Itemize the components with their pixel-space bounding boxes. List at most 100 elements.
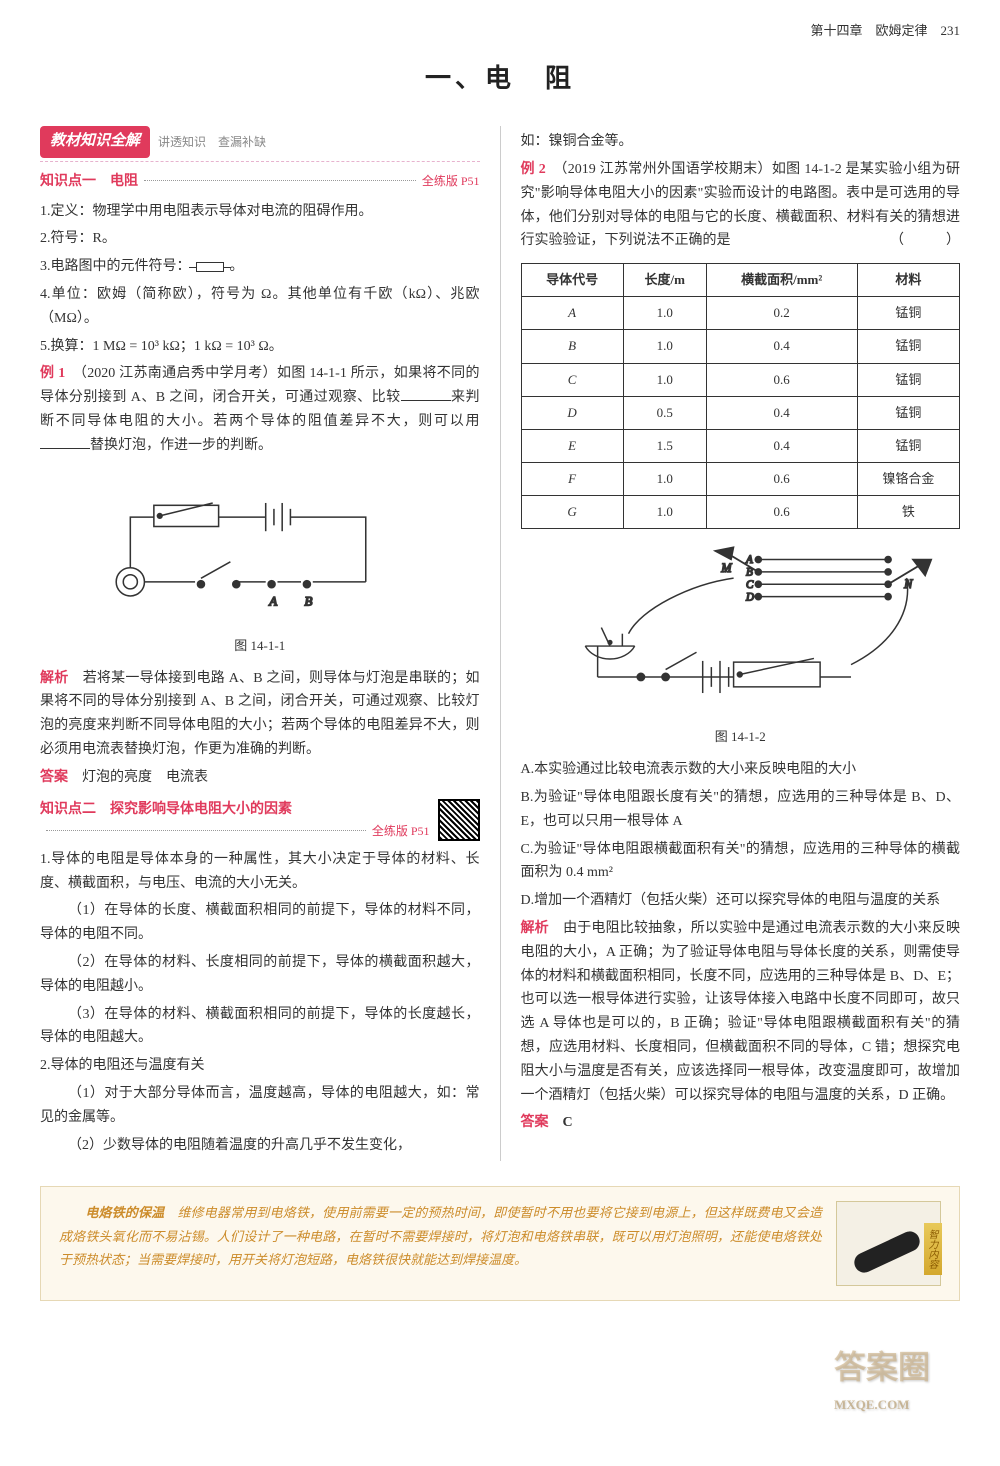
dots-icon: [46, 830, 366, 831]
table-cell: 锰铜: [857, 330, 959, 363]
blank-icon: [401, 387, 451, 401]
dots-icon: [144, 180, 416, 181]
kp2-title: 知识点二 探究影响导体电阻大小的因素 全练版 P51: [40, 798, 480, 842]
table-cell: 锰铜: [857, 429, 959, 462]
side-tab: 智力内容: [924, 1223, 942, 1275]
footer-box: 电烙铁的保温 维修电器常用到电烙铁，使用前需要一定的预热时间，即使暂时不用也要将…: [40, 1186, 960, 1301]
table-row: C1.00.6锰铜: [521, 363, 960, 396]
footer-text: 电烙铁的保温 维修电器常用到电烙铁，使用前需要一定的预热时间，即使暂时不用也要将…: [59, 1201, 822, 1271]
ex1-answer: 答案 灯泡的亮度 电流表: [40, 766, 480, 790]
kp1-p5: 5.换算：1 MΩ = 10³ kΩ；1 kΩ = 10³ Ω。: [40, 335, 480, 359]
conductor-table: 导体代号长度/m横截面积/mm²材料 A1.00.2锰铜B1.00.4锰铜C1.…: [521, 263, 961, 529]
ex1-label: 例 1: [40, 366, 65, 381]
svg-text:M: M: [721, 561, 733, 575]
left-column: 教材知识全解 讲透知识 查漏补缺 知识点一 电阻 全练版 P51 1.定义：物理…: [40, 126, 480, 1161]
kp2-p2b: （2）少数导体的电阻随着温度的升高几乎不发生变化，: [40, 1134, 480, 1158]
fig1-caption: 图 14-1-1: [40, 635, 480, 657]
watermark-sub: MXQE.COM: [834, 1394, 930, 1416]
section-sub: 讲透知识 查漏补缺: [158, 132, 266, 152]
kp1-title: 知识点一 电阻 全练版 P51: [40, 170, 480, 194]
svg-text:A: A: [268, 593, 277, 608]
answer-label: 答案: [40, 770, 68, 785]
table-row: A1.00.2锰铜: [521, 297, 960, 330]
ex2-src: （2019 江苏常州外国语学校期末）: [560, 162, 771, 177]
main-title: 一、电 阻: [40, 57, 960, 101]
ex2-label: 例 2: [521, 162, 546, 177]
table-cell: B: [521, 330, 623, 363]
ex1-analysis-text: 若将某一导体接到电路 A、B 之间，则导体与灯泡是串联的；如果将不同的导体分别接…: [40, 671, 480, 757]
table-cell: 铁: [857, 495, 959, 528]
answer-label: 答案: [521, 1115, 549, 1130]
ex2-analysis-text: 由于电阻比较抽象，所以实验中是通过电流表示数的大小来反映电阻的大小，A 正确；为…: [521, 921, 961, 1103]
kp1-p4: 4.单位：欧姆（简称欧），符号为 Ω。其他单位有千欧（kΩ）、兆欧（MΩ）。: [40, 283, 480, 331]
kp1-p1: 1.定义：物理学中用电阻表示导体对电流的阻碍作用。: [40, 200, 480, 224]
watermark-text: 答案圈: [834, 1349, 930, 1385]
table-cell: 1.5: [623, 429, 706, 462]
table-row: G1.00.6铁: [521, 495, 960, 528]
ex1-body-c: 替换灯泡，作进一步的判断。: [90, 438, 272, 453]
ex2-analysis: 解析 由于电阻比较抽象，所以实验中是通过电流表示数的大小来反映电阻的大小，A 正…: [521, 917, 961, 1107]
table-cell: 0.4: [706, 396, 857, 429]
circuit-figure-2: A B C D M N: [542, 541, 938, 714]
table-cell: D: [521, 396, 623, 429]
svg-text:C: C: [746, 579, 754, 591]
kp2-ref: 全练版 P51: [372, 821, 430, 841]
table-cell: 0.6: [706, 495, 857, 528]
table-cell: F: [521, 462, 623, 495]
page-header: 第十四章 欧姆定律 231: [40, 20, 960, 42]
table-cell: E: [521, 429, 623, 462]
blank-icon: [40, 435, 90, 449]
table-cell: 1.0: [623, 363, 706, 396]
ex2-text: 例 2 （2019 江苏常州外国语学校期末）如图 14-1-2 是某实验小组为研…: [521, 158, 961, 253]
footer-title: 电烙铁的保温: [85, 1205, 164, 1220]
table-header: 材料: [857, 264, 959, 297]
table-header: 长度/m: [623, 264, 706, 297]
kp1-ref: 全练版 P51: [422, 171, 480, 191]
analysis-label: 解析: [521, 921, 549, 936]
table-cell: 0.4: [706, 429, 857, 462]
table-cell: 0.2: [706, 297, 857, 330]
ex1-analysis: 解析 若将某一导体接到电路 A、B 之间，则导体与灯泡是串联的；如果将不同的导体…: [40, 667, 480, 762]
table-cell: 0.6: [706, 363, 857, 396]
table-cell: 0.5: [623, 396, 706, 429]
table-row: D0.50.4锰铜: [521, 396, 960, 429]
ex2-optC: C.为验证"导体电阻跟横截面积有关"的猜想，应选用的三种导体的横截面积为 0.4…: [521, 838, 961, 886]
kp2-p1c: （3）在导体的材料、横截面积相同的前提下，导体的长度越长，导体的电阻越大。: [40, 1003, 480, 1051]
table-cell: 锰铜: [857, 396, 959, 429]
table-cell: 1.0: [623, 462, 706, 495]
kp1-p3: 3.电路图中的元件符号： 。: [40, 255, 480, 279]
kp2-p2a: （1）对于大部分导体而言，温度越高，导体的电阻越大，如：常见的金属等。: [40, 1082, 480, 1130]
ex2-optB: B.为验证"导体电阻跟长度有关"的猜想，应选用的三种导体是 B、D、E，也可以只…: [521, 786, 961, 834]
svg-text:B: B: [304, 593, 312, 608]
footer-body: 维修电器常用到电烙铁，使用前需要一定的预热时间，即使暂时不用也要将它接到电源上，…: [59, 1205, 822, 1267]
table-row: F1.00.6镍铬合金: [521, 462, 960, 495]
kp2-p2: 2.导体的电阻还与温度有关: [40, 1054, 480, 1078]
table-cell: 0.6: [706, 462, 857, 495]
table-row: B1.00.4锰铜: [521, 330, 960, 363]
kp2-p1a: （1）在导体的长度、横截面积相同的前提下，导体的材料不同，导体的电阻不同。: [40, 899, 480, 947]
kp1-title-text: 知识点一 电阻: [40, 170, 138, 194]
qr-code-icon: [438, 799, 480, 841]
kp2-p1b: （2）在导体的材料、长度相同的前提下，导体的横截面积越大，导体的电阻越小。: [40, 951, 480, 999]
table-cell: 锰铜: [857, 363, 959, 396]
ex2-optD: D.增加一个酒精灯（包括火柴）还可以探究导体的电阻与温度的关系: [521, 889, 961, 913]
table-cell: 1.0: [623, 495, 706, 528]
table-cell: 1.0: [623, 297, 706, 330]
resistor-symbol-icon: [196, 262, 224, 272]
kp1-p3-pre: 3.电路图中的元件符号：: [40, 259, 191, 274]
table-cell: 镍铬合金: [857, 462, 959, 495]
ex2-optA: A.本实验通过比较电流表示数的大小来反映电阻的大小: [521, 758, 961, 782]
table-header: 导体代号: [521, 264, 623, 297]
kp2-title-text: 知识点二 探究影响导体电阻大小的因素: [40, 798, 430, 822]
table-cell: 1.0: [623, 330, 706, 363]
column-divider: [500, 126, 501, 1161]
section-header: 教材知识全解 讲透知识 查漏补缺: [40, 126, 480, 162]
table-cell: C: [521, 363, 623, 396]
soldering-iron-image: 智力内容: [836, 1201, 941, 1286]
col2-top: 如：镍铜合金等。: [521, 130, 961, 154]
kp1-p3-post: 。: [230, 259, 244, 274]
ex2-paren: （ ）: [890, 229, 960, 253]
table-cell: G: [521, 495, 623, 528]
table-header: 横截面积/mm²: [706, 264, 857, 297]
analysis-label: 解析: [40, 671, 68, 686]
